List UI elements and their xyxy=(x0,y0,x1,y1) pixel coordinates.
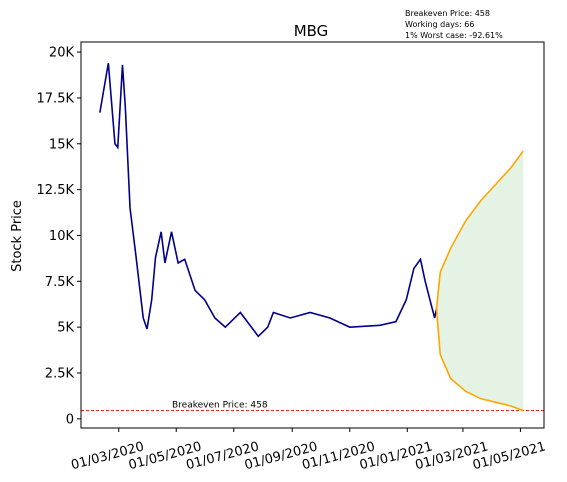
price-line xyxy=(435,308,524,412)
y-tick-label: 7.5K xyxy=(45,275,75,290)
price-line xyxy=(99,62,438,338)
y-tick-label: 2.5K xyxy=(45,366,75,381)
y-axis-label: Stock Price xyxy=(10,200,25,272)
y-tick-label: 10K xyxy=(49,229,75,244)
y-tick-label: 12.5K xyxy=(37,183,75,198)
annotation: Working days: 66 xyxy=(405,20,474,29)
y-tick-label: 20K xyxy=(49,46,75,61)
annotation: Breakeven Price: 458 xyxy=(405,9,490,18)
y-tick-label: 15K xyxy=(49,137,75,152)
forecast-band xyxy=(436,151,524,411)
annotation: 1% Worst case: -92.61% xyxy=(405,31,503,40)
breakeven-label: Breakeven Price: 458 xyxy=(172,400,268,410)
y-tick-label: 5K xyxy=(57,321,74,336)
y-tick-label: 0 xyxy=(66,412,74,427)
price-line xyxy=(435,150,524,309)
y-tick-label: 17.5K xyxy=(37,91,75,106)
chart-title: MBG xyxy=(294,22,329,40)
